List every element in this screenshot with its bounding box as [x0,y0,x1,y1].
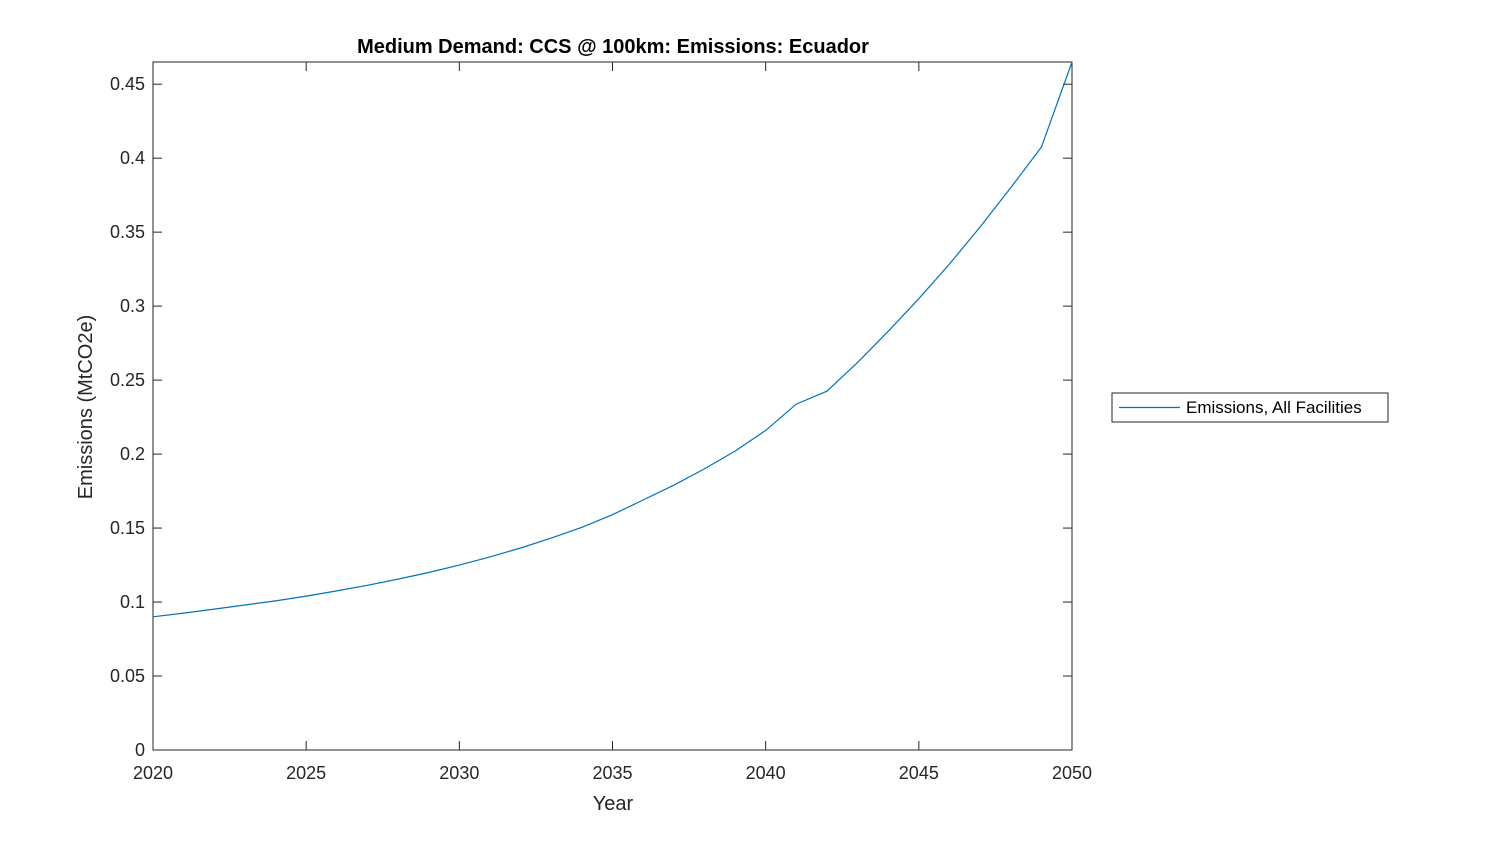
x-tick-label-6: 2050 [1052,763,1092,783]
y-tick-label-7: 0.35 [110,222,145,242]
series-line-0 [152,61,1073,618]
y-tick-label-1: 0.05 [110,666,145,686]
x-axis-label: Year [593,793,634,815]
x-tick-label-4: 2040 [746,763,786,783]
x-tick-label-0: 2020 [133,763,173,783]
x-tick-label-1: 2025 [286,763,326,783]
y-axis-label: Emissions (MtCO2e) [75,315,97,499]
chart-title: Medium Demand: CCS @ 100km: Emissions: E… [357,36,869,58]
x-tick-label-2: 2030 [439,763,479,783]
legend: Emissions, All Facilities [1111,392,1389,423]
y-tick-label-6: 0.3 [120,296,145,316]
y-tick-label-8: 0.4 [120,148,145,168]
y-tick-label-0: 0 [135,740,145,760]
y-tick-label-2: 0.1 [120,592,145,612]
legend-label-emissions: Emissions, All Facilities [1186,398,1362,417]
x-tick-label-5: 2045 [899,763,939,783]
plot-area: 2020 2025 2030 2035 2040 2045 2050 0 0.05 0.1 0.15… [110,61,1092,783]
y-tick-label-5: 0.25 [110,370,145,390]
y-tick-label-3: 0.15 [110,518,145,538]
y-tick-label-9: 0.45 [110,74,145,94]
y-tick-label-4: 0.2 [120,444,145,464]
x-tick-label-3: 2035 [592,763,632,783]
